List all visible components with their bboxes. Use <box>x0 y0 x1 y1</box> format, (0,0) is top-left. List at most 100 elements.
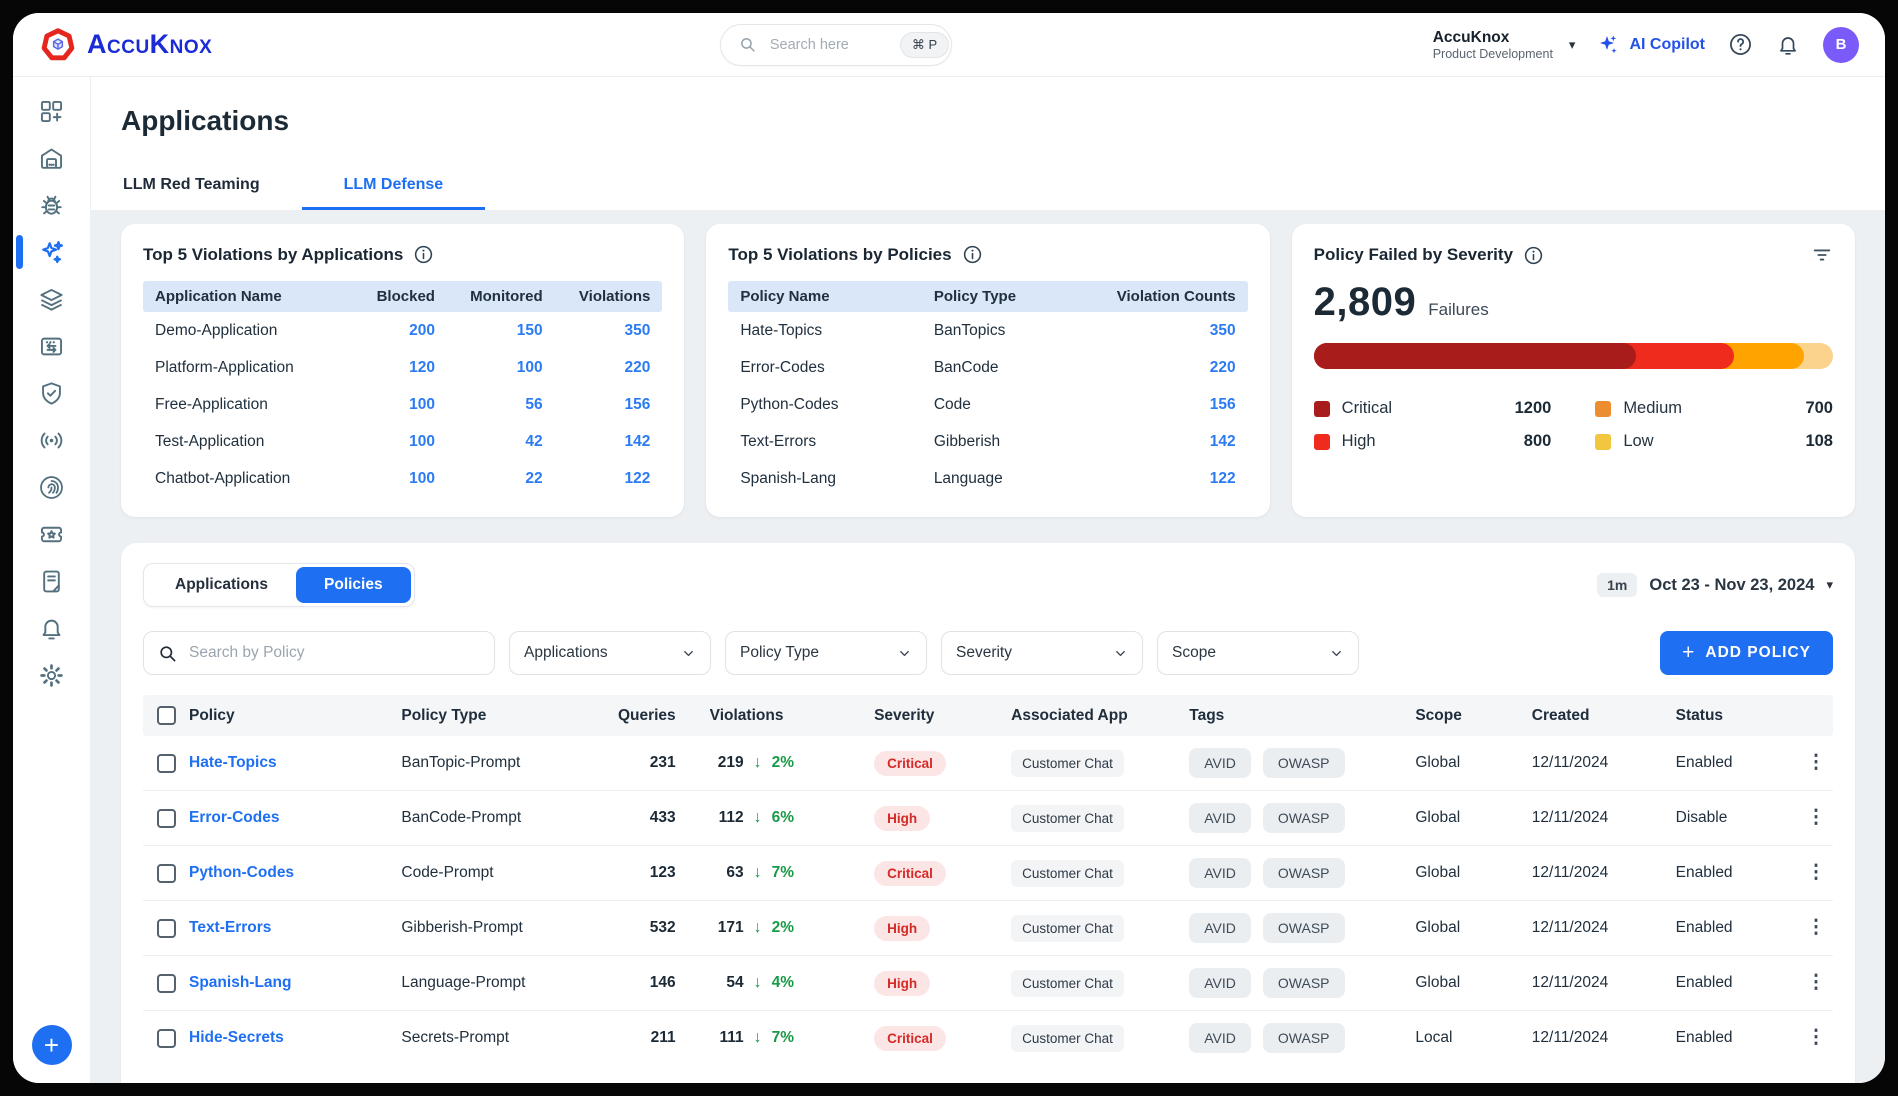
associated-app-badge: Customer Chat <box>1011 804 1124 832</box>
date-range-picker[interactable]: 1m Oct 23 - Nov 23, 2024 ▾ <box>1597 573 1833 597</box>
scope-value: Local <box>1415 1029 1453 1046</box>
sidebar-item-findings[interactable] <box>30 183 74 227</box>
blocked-count[interactable]: 100 <box>409 396 435 413</box>
policy-link[interactable]: Error-Codes <box>189 809 280 826</box>
tag-badge: OWASP <box>1262 968 1345 998</box>
monitored-count[interactable]: 22 <box>525 470 543 487</box>
policy-link[interactable]: Python-Codes <box>189 864 295 881</box>
row-checkbox[interactable] <box>157 973 176 993</box>
row-checkbox[interactable] <box>157 863 176 883</box>
filter-scope[interactable]: Scope <box>1157 631 1359 675</box>
ai-copilot-button[interactable]: AI Copilot <box>1597 33 1705 57</box>
user-avatar[interactable]: B <box>1823 26 1859 63</box>
col-label: Monitored <box>470 288 543 305</box>
sidebar-item-runtime[interactable] <box>30 418 74 462</box>
table-row: Spanish-Lang Language-Prompt 146 54 ↓ 4%… <box>143 956 1833 1011</box>
policy-type: Language <box>933 470 1003 487</box>
violations-count[interactable]: 220 <box>624 359 651 376</box>
sidebar-item-dashboard[interactable] <box>30 89 74 133</box>
sidebar-item-identity[interactable] <box>30 465 74 509</box>
blocked-count[interactable]: 120 <box>409 359 435 376</box>
monitored-count[interactable]: 42 <box>525 433 543 450</box>
row-menu-button[interactable]: ⋮ <box>1806 1027 1826 1049</box>
status-value: Enabled <box>1675 1029 1733 1046</box>
policy-type: Gibberish <box>933 433 1001 450</box>
monitored-count[interactable]: 56 <box>525 396 543 413</box>
severity-stacked-bar <box>1313 343 1833 369</box>
row-menu-button[interactable]: ⋮ <box>1806 972 1826 994</box>
card-table-row: Python-Codes Code 156 <box>728 386 1247 423</box>
policy-link[interactable]: Hide-Secrets <box>189 1029 284 1046</box>
sidebar-item-tickets[interactable] <box>30 512 74 556</box>
sidebar-item-reports[interactable] <box>30 559 74 603</box>
policy-search-input[interactable] <box>187 643 480 663</box>
help-button[interactable] <box>1727 32 1753 58</box>
policy-search[interactable] <box>143 631 495 675</box>
info-icon[interactable] <box>962 244 983 265</box>
violations-count[interactable]: 122 <box>624 470 651 487</box>
bar-segment-critical <box>1313 343 1636 369</box>
global-search-input[interactable] <box>767 35 888 54</box>
row-menu-button[interactable]: ⋮ <box>1806 917 1826 939</box>
select-all-checkbox[interactable] <box>157 706 176 725</box>
sidebar-item-ai-security[interactable] <box>15 230 74 274</box>
sidebar-add-button[interactable]: + <box>31 1025 72 1065</box>
row-checkbox[interactable] <box>157 808 176 828</box>
sidebar-item-inventory[interactable] <box>30 277 74 321</box>
filter-applications[interactable]: Applications <box>509 631 711 675</box>
row-checkbox[interactable] <box>157 1028 176 1048</box>
trend-value: 4% <box>771 974 795 991</box>
violations-count[interactable]: 142 <box>624 433 651 450</box>
sidebar-item-home[interactable] <box>30 136 74 180</box>
monitored-count[interactable]: 150 <box>516 322 543 339</box>
row-checkbox[interactable] <box>157 753 176 773</box>
violation-count[interactable]: 220 <box>1209 359 1236 376</box>
filter-icon[interactable] <box>1811 244 1833 266</box>
card-title: Policy Failed by Severity <box>1313 245 1514 264</box>
policy-link[interactable]: Spanish-Lang <box>189 974 292 991</box>
col-scope: Scope <box>1415 706 1462 724</box>
policy-link[interactable]: Hate-Topics <box>189 754 277 771</box>
row-menu-button[interactable]: ⋮ <box>1806 862 1826 884</box>
violation-count[interactable]: 156 <box>1209 396 1236 413</box>
legend-value: 700 <box>1805 399 1833 417</box>
row-menu-button[interactable]: ⋮ <box>1806 752 1826 774</box>
info-icon[interactable] <box>1523 245 1544 266</box>
associated-app-badge: Customer Chat <box>1011 749 1124 777</box>
row-menu-button[interactable]: ⋮ <box>1806 807 1826 829</box>
tenant-switcher[interactable]: AccuKnox Product Development ▾ <box>1433 28 1576 61</box>
col-status: Status <box>1675 706 1724 724</box>
scope-value: Global <box>1415 974 1461 991</box>
global-search[interactable]: ⌘ P <box>719 23 952 66</box>
tab-llm-red-teaming[interactable]: LLM Red Teaming <box>123 176 260 193</box>
notifications-button[interactable] <box>1775 32 1801 58</box>
tab-llm-defense[interactable]: LLM Defense <box>301 163 486 210</box>
info-icon[interactable] <box>413 244 434 265</box>
violations-count[interactable]: 156 <box>624 396 651 413</box>
violation-count[interactable]: 142 <box>1209 433 1236 450</box>
card-title: Top 5 Violations by Policies <box>728 244 952 264</box>
filter-policy-type[interactable]: Policy Type <box>725 631 927 675</box>
sidebar-item-settings[interactable] <box>30 653 74 697</box>
violation-count[interactable]: 122 <box>1209 470 1236 487</box>
monitored-count[interactable]: 100 <box>516 359 543 376</box>
row-checkbox[interactable] <box>157 918 176 938</box>
blocked-count[interactable]: 100 <box>409 433 435 450</box>
sparkles-icon <box>38 238 66 266</box>
policy-link[interactable]: Text-Errors <box>189 919 272 936</box>
broadcast-icon <box>38 427 65 454</box>
card-table-header: Application Name Blocked Monitored Viola… <box>143 281 663 312</box>
violation-count[interactable]: 350 <box>1209 322 1236 339</box>
toggle-applications[interactable]: Applications <box>175 576 269 593</box>
trend-down-icon: ↓ <box>753 809 762 826</box>
add-policy-button[interactable]: + ADD POLICY <box>1660 631 1833 675</box>
policy-name: Python-Codes <box>740 396 839 413</box>
sidebar-item-data-flow[interactable] <box>30 324 74 368</box>
toggle-policies[interactable]: Policies <box>296 567 411 603</box>
filter-severity[interactable]: Severity <box>941 631 1143 675</box>
blocked-count[interactable]: 100 <box>409 470 435 487</box>
sidebar-item-compliance[interactable] <box>30 371 74 415</box>
violations-count[interactable]: 350 <box>624 322 651 339</box>
blocked-count[interactable]: 200 <box>409 322 435 339</box>
sidebar-item-notifications[interactable] <box>30 606 74 650</box>
